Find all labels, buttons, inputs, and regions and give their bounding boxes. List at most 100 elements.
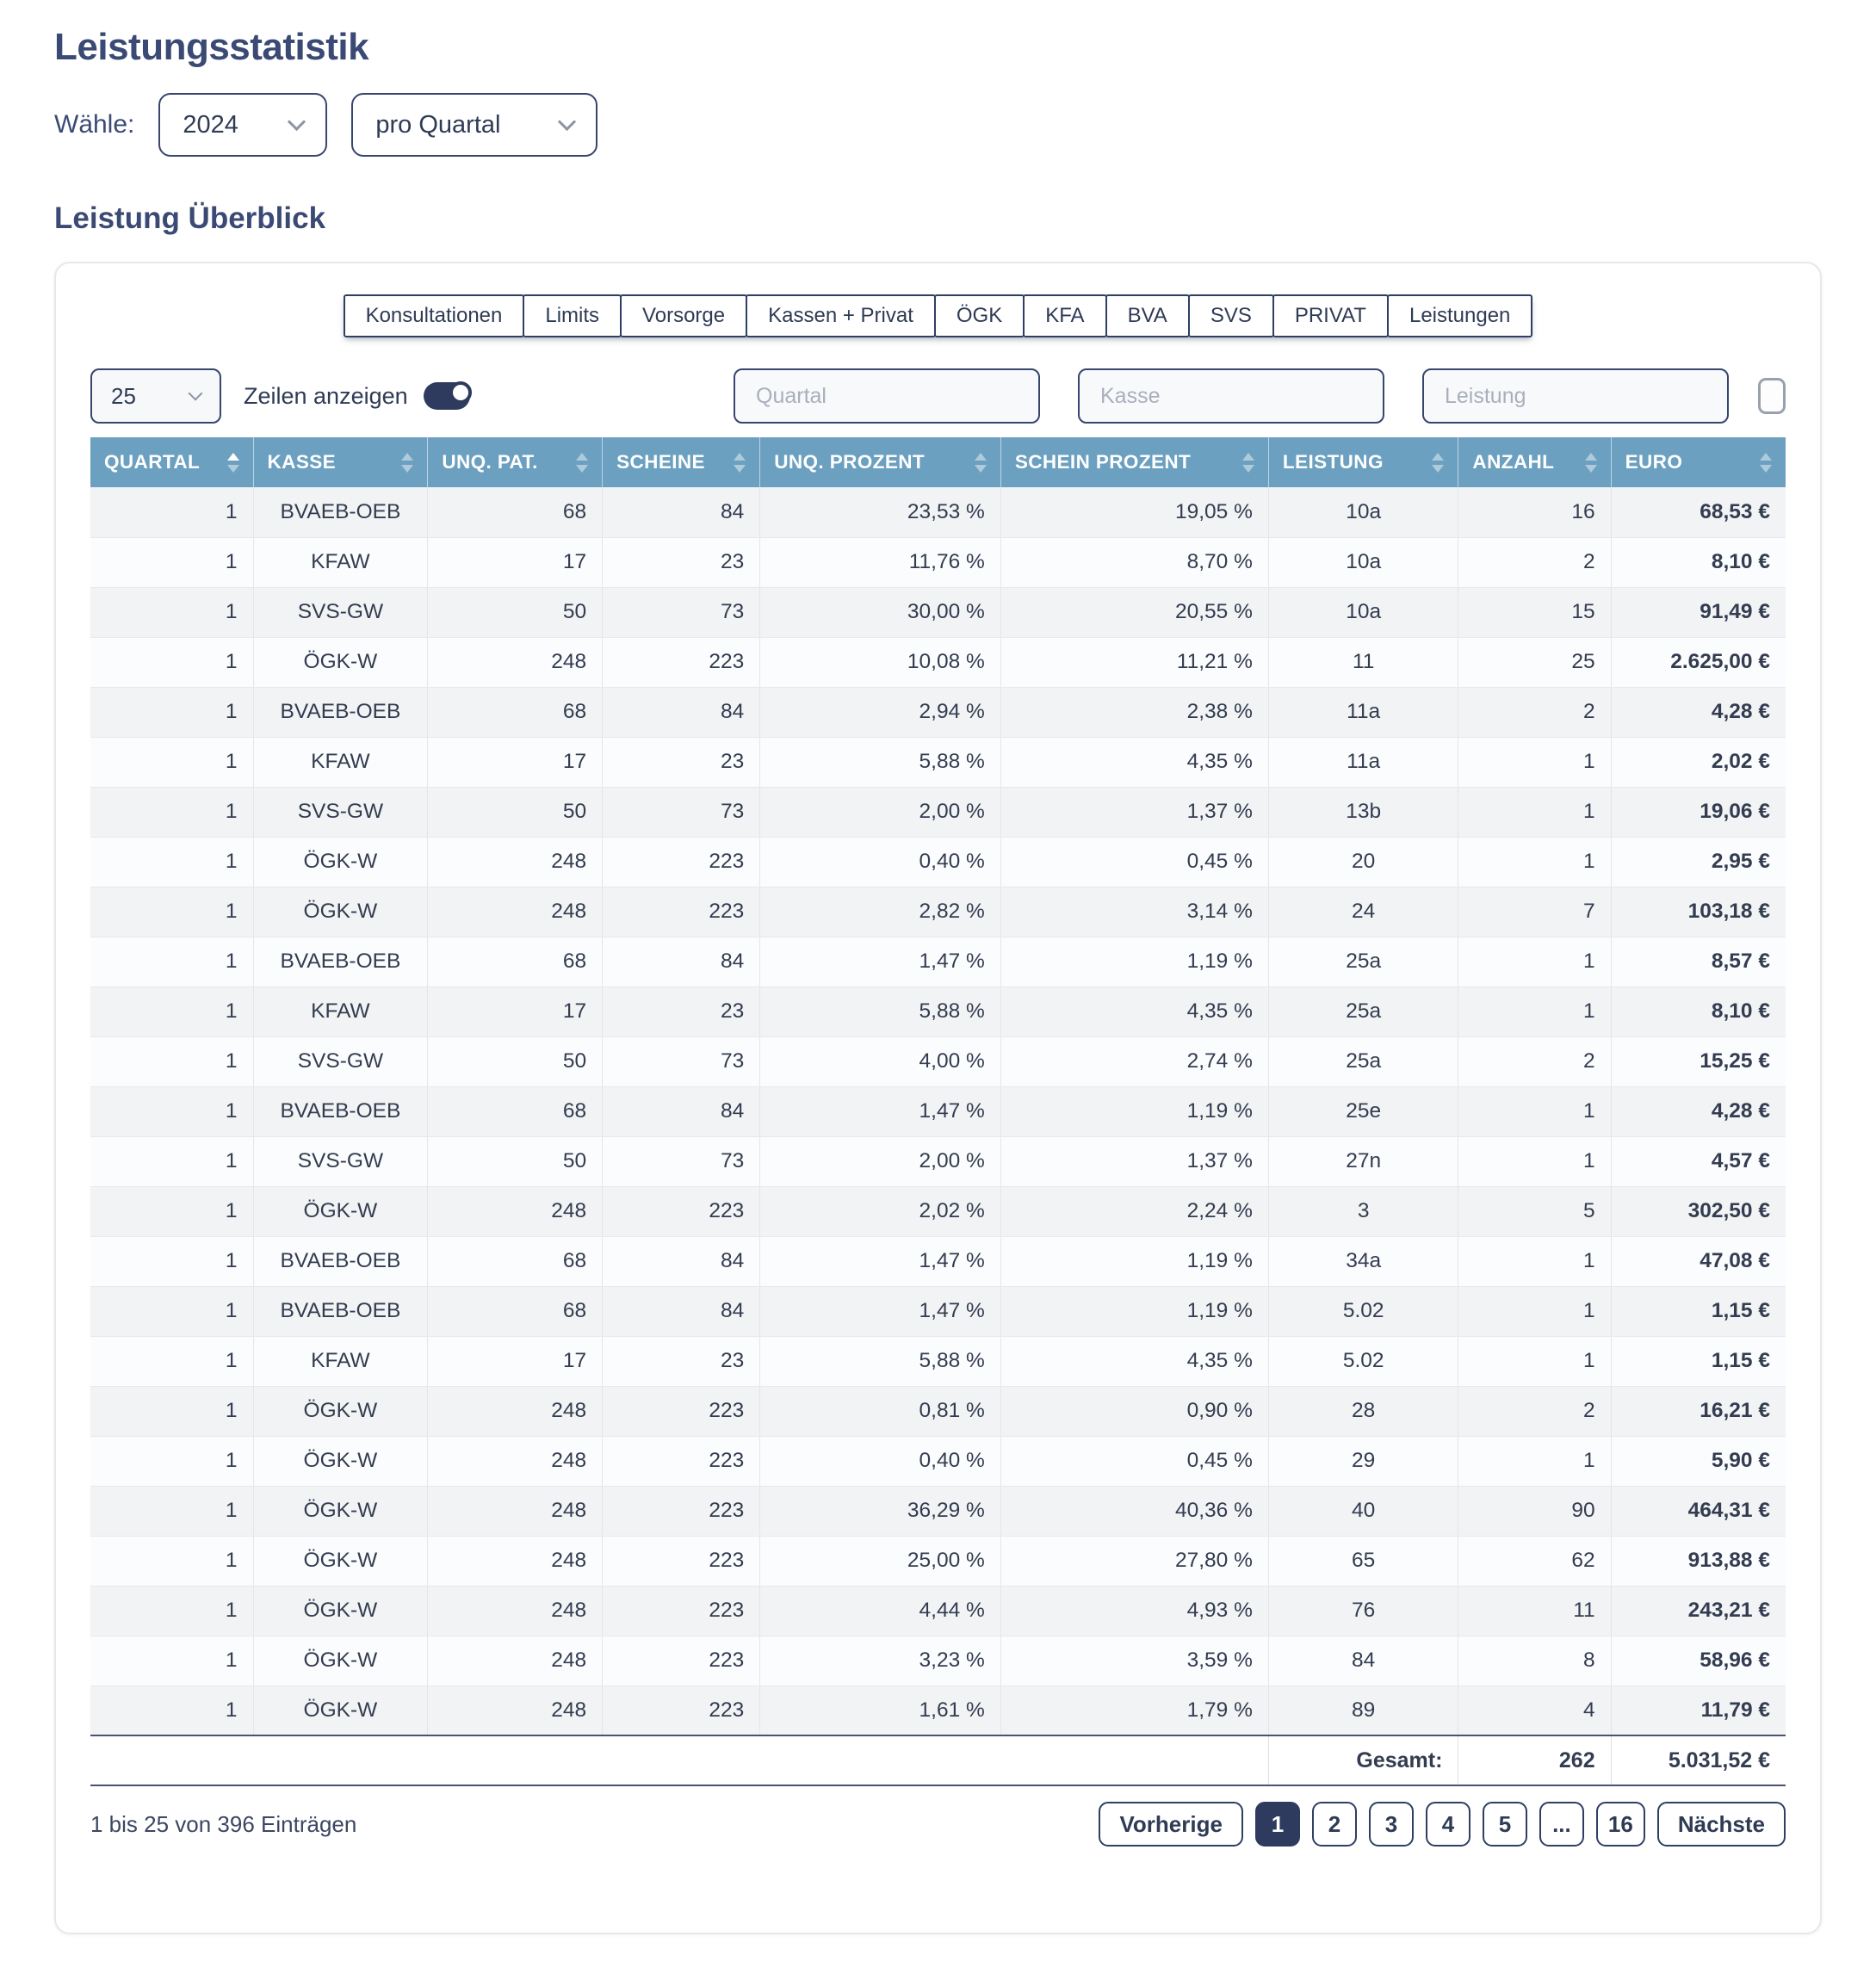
tab-kfa[interactable]: KFA <box>1023 294 1107 337</box>
tab-kassen-privat[interactable]: Kassen + Privat <box>746 294 936 337</box>
cell-scheine: 223 <box>602 1436 761 1487</box>
cell-unq-pat: 50 <box>427 587 604 638</box>
sort-icon <box>1241 452 1254 473</box>
total-empty-cell <box>90 1735 1269 1786</box>
tab-svs[interactable]: SVS <box>1187 294 1274 337</box>
cell-anzahl: 16 <box>1458 487 1612 538</box>
cell-quartal: 1 <box>90 1036 254 1087</box>
top-filter-row: Wähle: 2024 pro Quartal <box>54 93 1822 157</box>
page-button-5[interactable]: 5 <box>1482 1802 1527 1847</box>
cell-anzahl: 5 <box>1458 1186 1612 1237</box>
column-header-leistung[interactable]: LEISTUNG <box>1268 437 1459 487</box>
cell-kasse: ÖGK-W <box>253 1186 429 1237</box>
column-header-anzahl[interactable]: ANZAHL <box>1458 437 1612 487</box>
tab-konsultationen[interactable]: Konsultationen <box>343 294 525 337</box>
cell-schein-prozent: 19,05 % <box>1000 487 1269 538</box>
leistung-filter-input[interactable] <box>1422 368 1729 424</box>
table-row: 1 BVAEB-OEB 68 84 1,47 % 1,19 % 5.02 1 1,15 € <box>90 1286 1786 1337</box>
cell-anzahl: 62 <box>1458 1536 1612 1587</box>
waehle-label: Wähle: <box>54 110 135 139</box>
tab-vorsorge[interactable]: Vorsorge <box>620 294 748 337</box>
column-header-unq-prozent[interactable]: UNQ. PROZENT <box>759 437 1001 487</box>
tab-limits[interactable]: Limits <box>523 294 622 337</box>
cell-anzahl: 1 <box>1458 1336 1612 1387</box>
cell-scheine: 84 <box>602 1236 761 1287</box>
cell-unq-prozent: 2,02 % <box>759 1186 1001 1237</box>
cell-kasse: ÖGK-W <box>253 1386 429 1437</box>
page-size-select[interactable]: 25 <box>90 368 221 424</box>
cell-scheine: 223 <box>602 1386 761 1437</box>
cell-scheine: 73 <box>602 1036 761 1087</box>
cell-kasse: SVS-GW <box>253 787 429 838</box>
cell-kasse: ÖGK-W <box>253 637 429 688</box>
sort-icon <box>1584 452 1597 473</box>
table-row: 1 KFAW 17 23 5,88 % 4,35 % 5.02 1 1,15 € <box>90 1336 1786 1387</box>
tab-privat[interactable]: PRIVAT <box>1272 294 1389 337</box>
cell-quartal: 1 <box>90 837 254 888</box>
page-button-16[interactable]: 16 <box>1595 1802 1645 1847</box>
column-header-quartal[interactable]: QUARTAL <box>90 437 254 487</box>
chevron-down-icon <box>558 112 577 131</box>
table-controls-row: 25 Zeilen anzeigen <box>90 368 1786 424</box>
cell-schein-prozent: 2,24 % <box>1000 1186 1269 1237</box>
year-select[interactable]: 2024 <box>158 93 328 157</box>
cell-kasse: ÖGK-W <box>253 1636 429 1686</box>
page-button-3[interactable]: 3 <box>1368 1802 1414 1847</box>
cell-schein-prozent: 4,35 % <box>1000 1336 1269 1387</box>
cell-scheine: 23 <box>602 737 761 788</box>
tab-bva[interactable]: BVA <box>1105 294 1190 337</box>
page-button-4[interactable]: 4 <box>1425 1802 1470 1847</box>
cell-scheine: 223 <box>602 1636 761 1686</box>
column-header-scheine[interactable]: SCHEINE <box>602 437 761 487</box>
cell-quartal: 1 <box>90 987 254 1037</box>
table-row: 1 KFAW 17 23 5,88 % 4,35 % 25a 1 8,10 € <box>90 987 1786 1037</box>
cell-unq-pat: 68 <box>427 1236 604 1287</box>
cell-euro: 4,28 € <box>1611 687 1786 738</box>
column-header-schein-prozent[interactable]: SCHEIN PROZENT <box>1000 437 1269 487</box>
cell-euro: 1,15 € <box>1611 1336 1786 1387</box>
cell-unq-prozent: 2,82 % <box>759 887 1001 937</box>
period-select[interactable]: pro Quartal <box>351 93 598 157</box>
cell-euro: 1,15 € <box>1611 1286 1786 1337</box>
kasse-filter-input[interactable] <box>1078 368 1384 424</box>
cell-schein-prozent: 4,35 % <box>1000 737 1269 788</box>
cell-leistung: 34a <box>1268 1236 1459 1287</box>
cell-quartal: 1 <box>90 1436 254 1487</box>
sort-icon <box>226 452 239 473</box>
sort-icon <box>576 452 589 473</box>
column-header-kasse[interactable]: KASSE <box>253 437 429 487</box>
column-header-unq-pat[interactable]: UNQ. PAT. <box>427 437 604 487</box>
tab-ögk[interactable]: ÖGK <box>933 294 1025 337</box>
cell-leistung: 25e <box>1268 1086 1459 1137</box>
cell-scheine: 223 <box>602 637 761 688</box>
cell-euro: 58,96 € <box>1611 1636 1786 1686</box>
cell-unq-pat: 50 <box>427 787 604 838</box>
cell-quartal: 1 <box>90 1536 254 1587</box>
tab-bar: Konsultationen Limits Vorsorge Kassen + Pri… <box>90 294 1786 337</box>
cell-schein-prozent: 3,14 % <box>1000 887 1269 937</box>
cell-quartal: 1 <box>90 687 254 738</box>
tab-leistungen[interactable]: Leistungen <box>1386 294 1533 337</box>
next-page-button[interactable]: Nächste <box>1656 1802 1786 1847</box>
cell-scheine: 23 <box>602 1336 761 1387</box>
table-row: 1 ÖGK-W 248 223 0,81 % 0,90 % 28 2 16,21 € <box>90 1386 1786 1437</box>
table-row: 1 BVAEB-OEB 68 84 1,47 % 1,19 % 25a 1 8,57 € <box>90 937 1786 987</box>
cell-leistung: 10a <box>1268 537 1459 588</box>
cell-schein-prozent: 1,37 % <box>1000 1136 1269 1187</box>
filter-checkbox[interactable] <box>1758 378 1786 414</box>
chevron-down-icon <box>188 386 203 401</box>
cell-anzahl: 1 <box>1458 1436 1612 1487</box>
column-header-euro[interactable]: EURO <box>1611 437 1786 487</box>
zeilen-anzeigen-toggle[interactable] <box>423 381 472 410</box>
cell-kasse: BVAEB-OEB <box>253 1086 429 1137</box>
quartal-filter-input[interactable] <box>734 368 1040 424</box>
cell-scheine: 223 <box>602 1486 761 1537</box>
page-button-1[interactable]: 1 <box>1254 1802 1300 1847</box>
column-label: UNQ. PROZENT <box>774 451 926 473</box>
cell-unq-prozent: 2,00 % <box>759 1136 1001 1187</box>
page-button-2[interactable]: 2 <box>1311 1802 1357 1847</box>
cell-schein-prozent: 8,70 % <box>1000 537 1269 588</box>
total-label: Gesamt: <box>1267 1735 1458 1786</box>
previous-page-button[interactable]: Vorherige <box>1099 1802 1243 1847</box>
cell-euro: 8,57 € <box>1611 937 1786 987</box>
